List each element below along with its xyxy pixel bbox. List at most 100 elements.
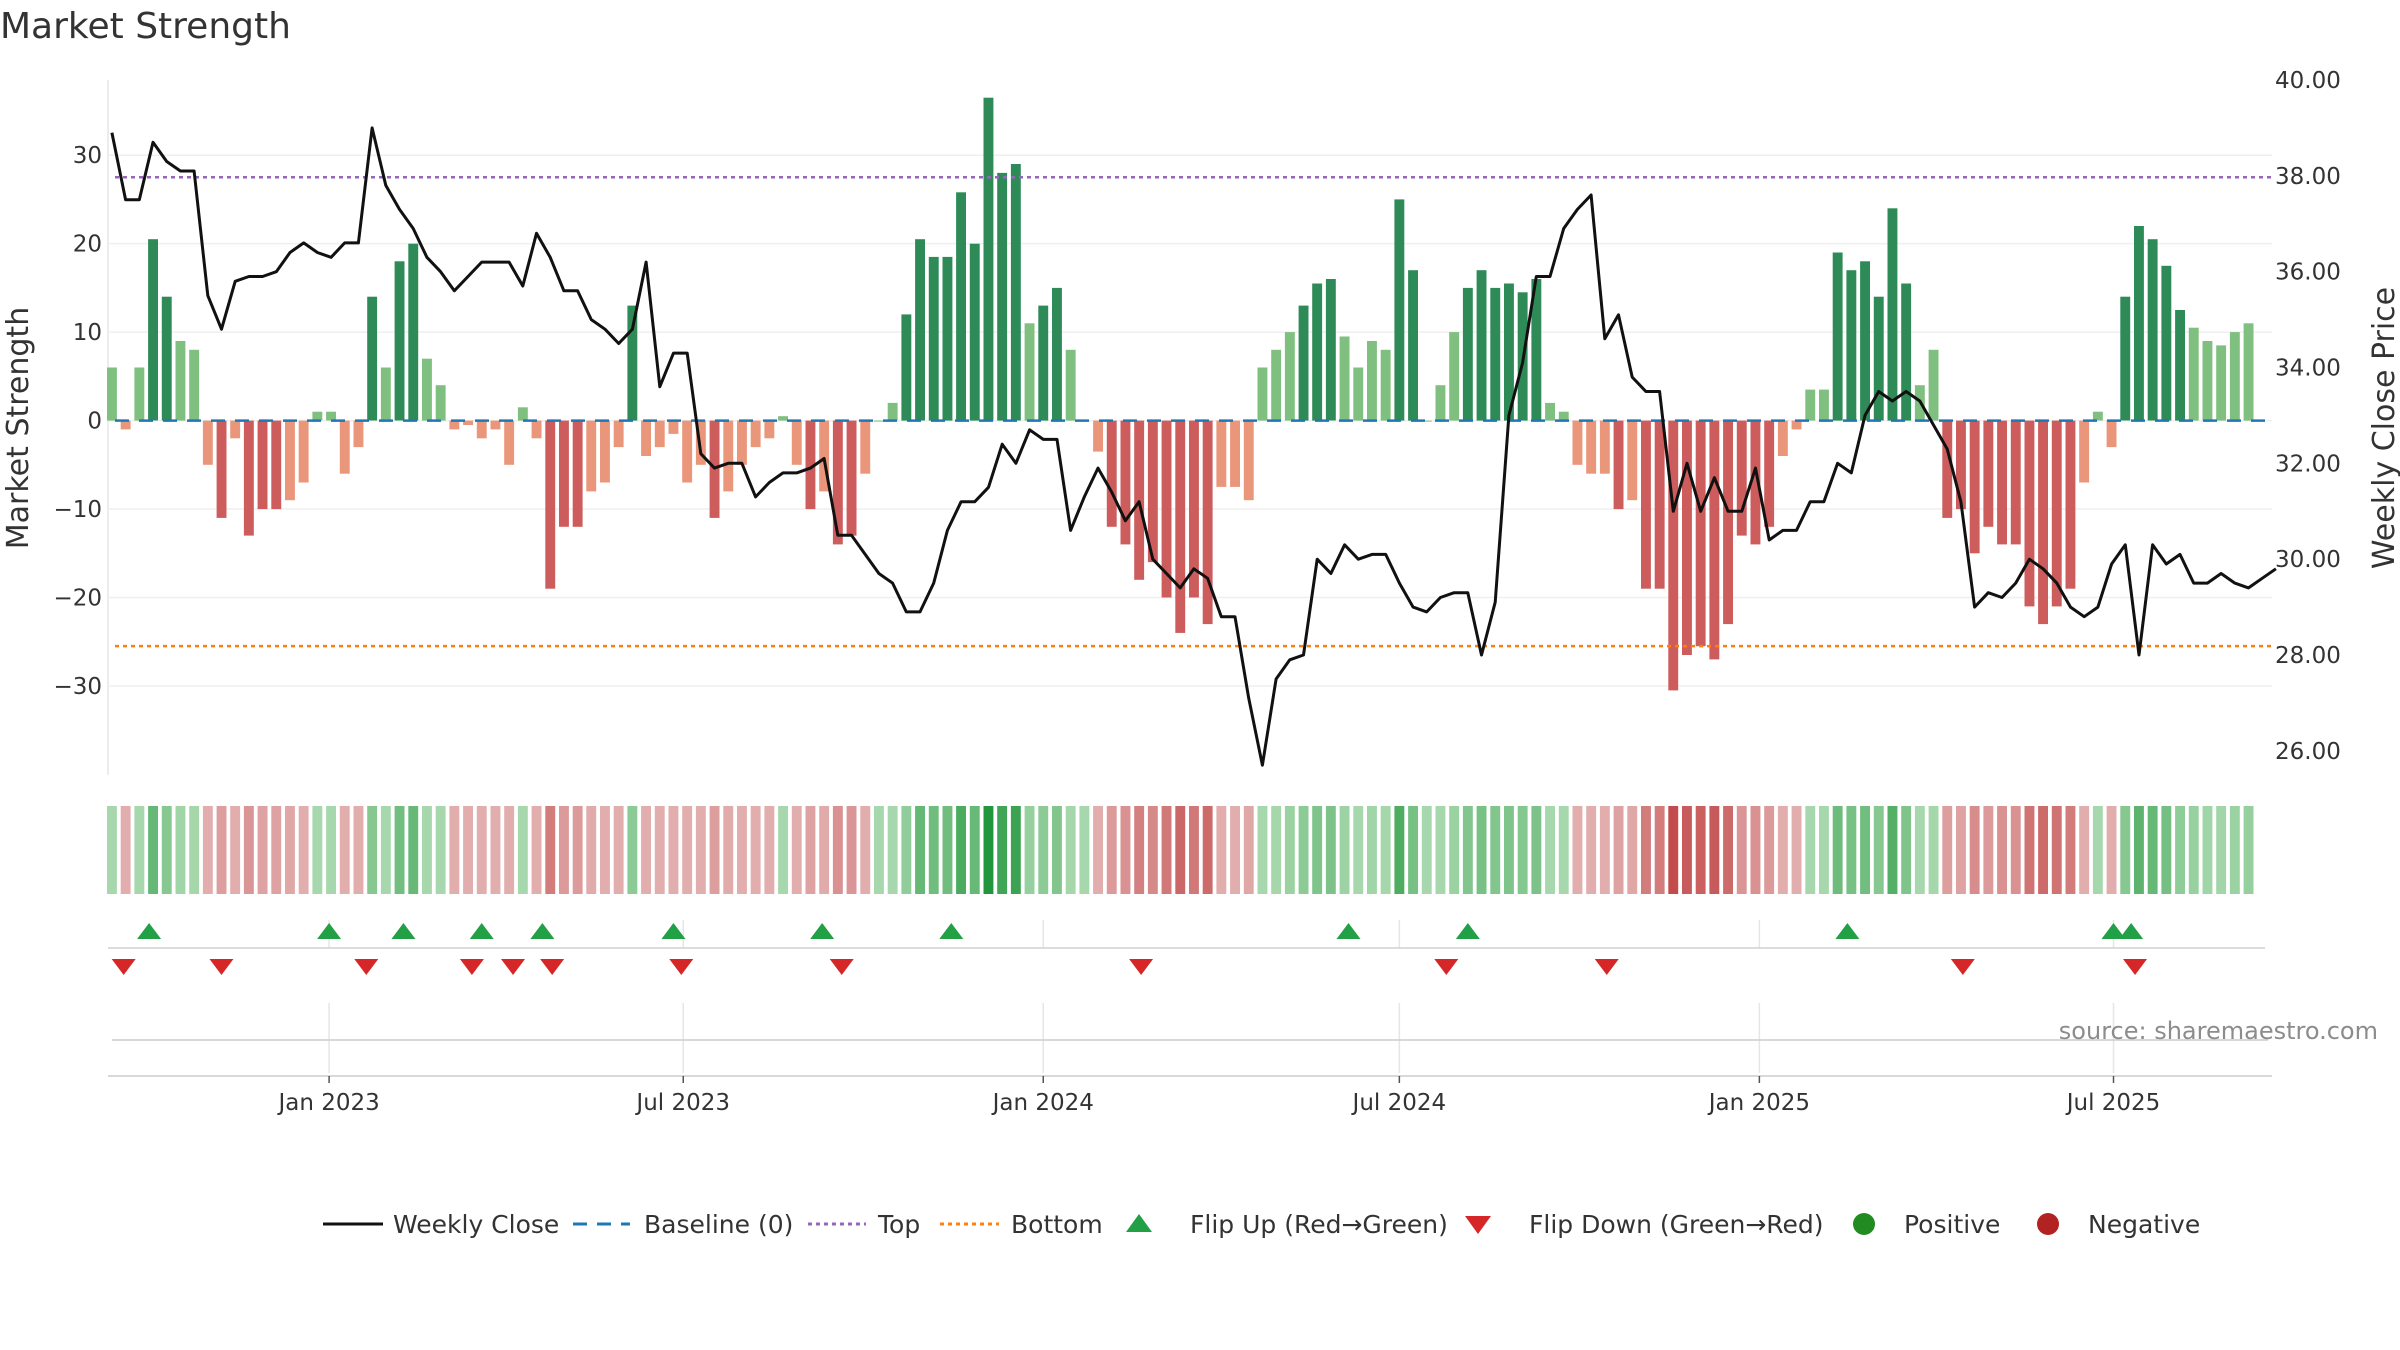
heatmap-cell	[860, 806, 871, 894]
y-left-tick-label: −10	[53, 497, 102, 523]
flip-up-marker	[810, 923, 835, 939]
heatmap-cell	[915, 806, 925, 894]
flip-down-marker	[111, 959, 136, 975]
strength-bar	[285, 420, 295, 501]
heatmap-cell	[1243, 806, 1254, 894]
strength-bar	[148, 239, 158, 421]
heatmap-cell	[2010, 806, 2021, 894]
y-left-tick-label: 0	[87, 409, 102, 435]
x-tick-label: Jan 2023	[276, 1090, 379, 1116]
heatmap-cell	[1504, 806, 1514, 894]
strength-bar	[1367, 341, 1377, 421]
legend-flip-up-marker	[1126, 1214, 1152, 1232]
strength-bar	[1695, 420, 1706, 647]
heatmap-cell	[1627, 806, 1638, 894]
strength-bar	[832, 420, 843, 545]
heatmap-cell	[1065, 806, 1076, 894]
strength-bar	[1846, 270, 1857, 421]
strength-bar	[120, 420, 131, 430]
strength-bar	[298, 420, 309, 483]
x-tick-label: Jan 2025	[1707, 1090, 1810, 1116]
strength-bar	[969, 243, 980, 421]
strength-bar	[422, 358, 432, 421]
strength-heatmap-strip	[107, 806, 2254, 894]
strength-bar	[517, 407, 528, 421]
flip-down-marker	[1434, 959, 1459, 975]
strength-bar	[819, 420, 830, 492]
y-right-tick-label: 34.00	[2275, 356, 2341, 382]
strength-bar	[600, 420, 610, 483]
heatmap-cell	[1175, 806, 1186, 894]
strength-bar	[1969, 420, 1980, 554]
legend-flip-up-label: Flip Up (Red→Green)	[1190, 1210, 1448, 1239]
heatmap-cell	[1271, 806, 1282, 894]
strength-bar	[1230, 420, 1240, 487]
strength-bar	[901, 314, 912, 421]
heatmap-cell	[600, 806, 610, 894]
heatmap-cell	[1038, 806, 1049, 894]
heatmap-cell	[394, 806, 405, 894]
strength-bar	[1325, 279, 1336, 421]
heatmap-cell	[750, 806, 761, 894]
strength-bar	[2229, 332, 2240, 421]
strength-bar	[257, 420, 268, 510]
heatmap-cell	[1435, 806, 1446, 894]
heatmap-cell	[1134, 806, 1145, 894]
strength-bar	[627, 305, 638, 421]
strength-bar	[408, 243, 419, 421]
strength-bar	[1394, 199, 1405, 421]
strength-bar	[2202, 341, 2213, 421]
strength-bar	[1052, 287, 1062, 421]
heatmap-cell	[1969, 806, 1980, 894]
strength-bar	[1750, 420, 1761, 545]
strength-bar	[2216, 345, 2227, 421]
heatmap-cell	[1914, 806, 1925, 894]
heatmap-cell	[2216, 806, 2227, 894]
heatmap-cell	[1873, 806, 1884, 894]
heatmap-cell	[1298, 806, 1309, 894]
heatmap-cell	[312, 806, 323, 894]
strength-bar	[915, 239, 925, 421]
strength-bar	[1942, 420, 1953, 518]
strength-bar	[1065, 349, 1076, 421]
heatmap-cell	[1736, 806, 1747, 894]
flip-up-marker	[939, 923, 964, 939]
heatmap-cell	[449, 806, 460, 894]
source-note: source: sharemaestro.com	[2059, 1017, 2378, 1045]
heatmap-cell	[654, 806, 665, 894]
heatmap-cell	[1599, 806, 1610, 894]
strength-bar	[586, 420, 597, 492]
strength-bar	[887, 402, 898, 421]
flip-down-marker	[540, 959, 565, 975]
y-left-tick-label: 10	[73, 320, 102, 346]
strength-bar	[2134, 226, 2144, 421]
heatmap-cell	[1791, 806, 1802, 894]
strength-bar	[983, 97, 994, 421]
strength-bar	[874, 420, 884, 422]
strength-bar	[1024, 323, 1035, 421]
heatmap-cell	[120, 806, 131, 894]
heatmap-cell	[1613, 806, 1624, 894]
strength-bar	[463, 420, 473, 425]
heatmap-cell	[1490, 806, 1501, 894]
heatmap-cell	[1449, 806, 1460, 894]
flip-markers	[111, 923, 2148, 975]
heatmap-cell	[2106, 806, 2117, 894]
strength-bar	[107, 367, 117, 421]
heatmap-cell	[463, 806, 473, 894]
strength-bar	[860, 420, 871, 474]
x-axis-ticks: Jan 2023 Jul 2023 Jan 2024 Jul 2024 Jan 2025…	[276, 1076, 2160, 1116]
y-left-tick-label: 30	[73, 143, 102, 169]
strength-bar	[1175, 420, 1186, 633]
strength-bar	[2147, 239, 2158, 421]
strength-bar	[1709, 420, 1720, 660]
heatmap-cell	[1216, 806, 1227, 894]
heatmap-cell	[2202, 806, 2213, 894]
strength-bar	[641, 420, 651, 456]
heatmap-cell	[1531, 806, 1542, 894]
strength-bar	[1887, 208, 1898, 421]
strength-bar	[1997, 420, 2007, 545]
strength-bar	[1613, 420, 1624, 510]
heatmap-cell	[1517, 806, 1528, 894]
y-right-tick-label: 36.00	[2275, 260, 2341, 286]
